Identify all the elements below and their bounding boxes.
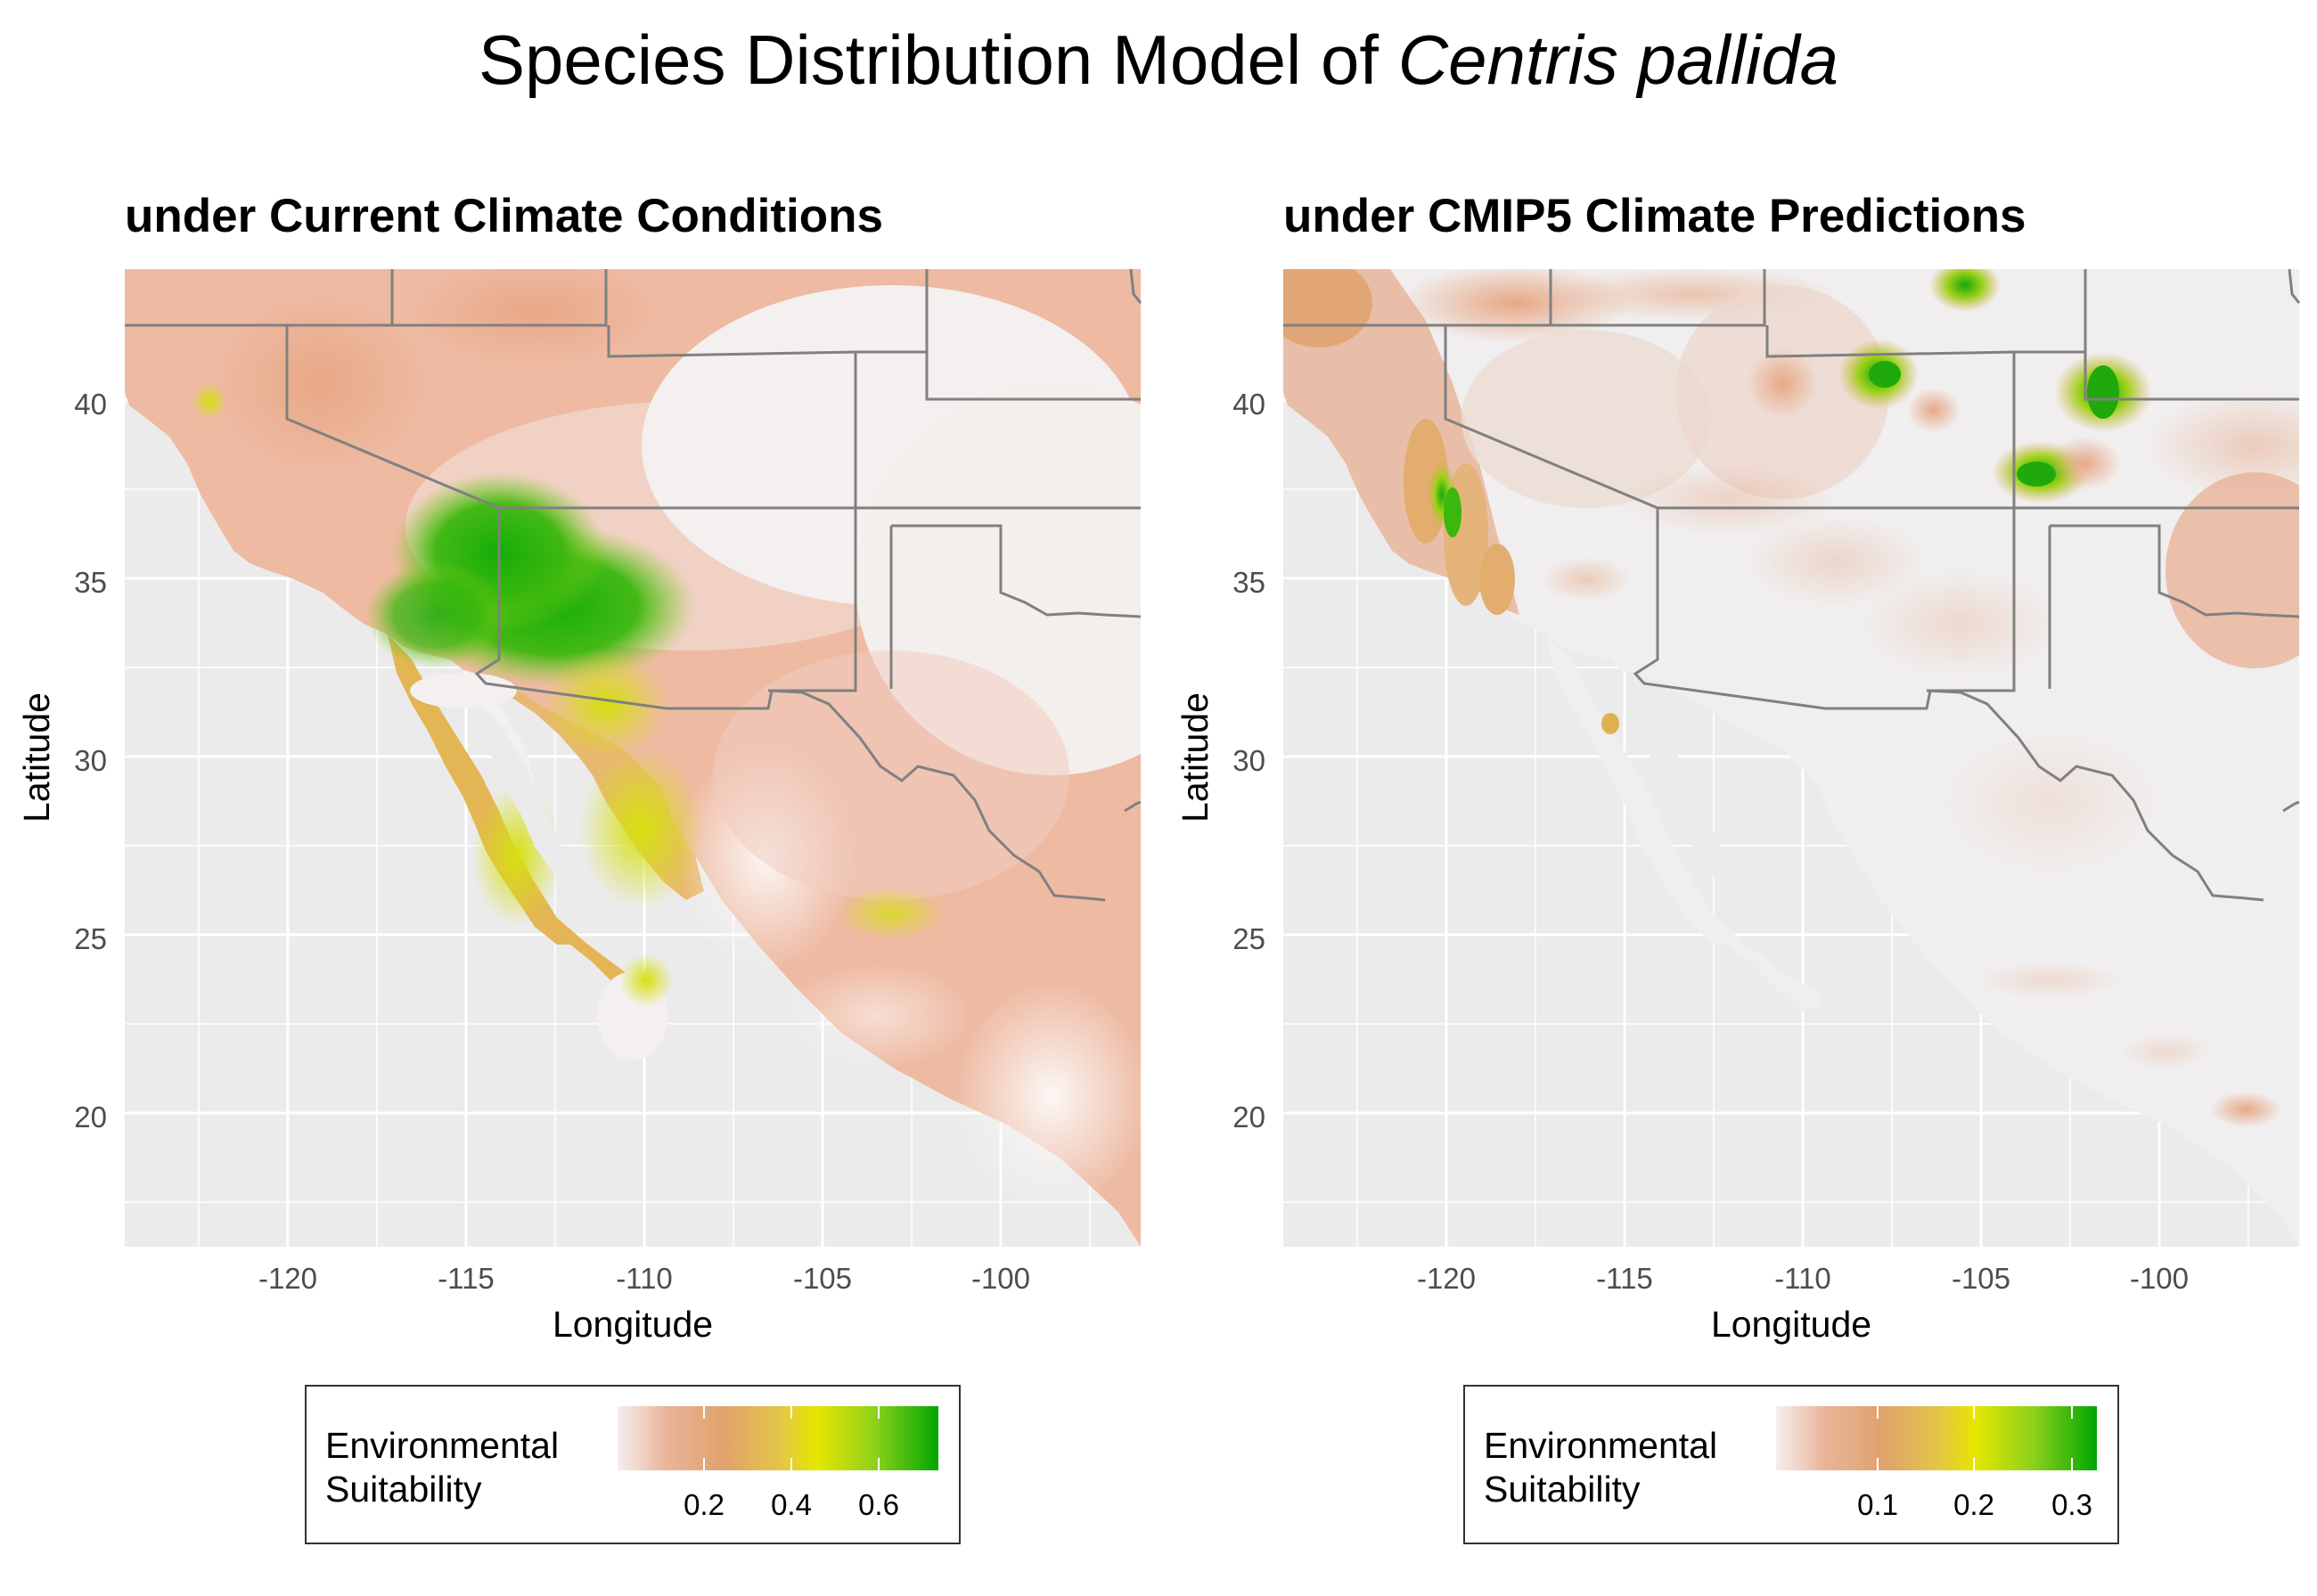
x-axis-label-current: Longitude [553, 1304, 713, 1345]
ocean-gulf-future [1635, 704, 1782, 927]
x-tick-m120-future: -120 [1417, 1262, 1476, 1295]
ocean-gulf-current [477, 704, 624, 927]
x-tick-m100-current: -100 [971, 1262, 1030, 1295]
legend-current-tick-2: 0.4 [771, 1488, 812, 1521]
y-tick-25-future: 25 [1232, 922, 1265, 955]
y-tick-30-current: 30 [74, 744, 107, 777]
x-tick-m105-current: -105 [793, 1262, 852, 1295]
title-prefix: Species Distribution Model of [478, 20, 1398, 99]
legend-future: Environmental Suitability 0.1 0.2 0.3 [1463, 1385, 2119, 1544]
x-tick-m110-current: -110 [616, 1262, 673, 1295]
panel-current-title: under Current Climate Conditions [125, 190, 883, 242]
legend-current-title-line2: Suitability [325, 1469, 482, 1510]
x-tick-m110-future: -110 [1774, 1262, 1831, 1295]
legend-current-colorbar [618, 1406, 938, 1470]
panel-future-title: under CMIP5 Climate Predictions [1283, 190, 2026, 242]
legend-future-colorbar [1776, 1406, 2097, 1470]
land-mainland-future [1283, 269, 2299, 1247]
legend-future-title-line1: Environmental [1484, 1425, 1717, 1466]
y-tick-30-future: 30 [1232, 744, 1265, 777]
figure-title: Species Distribution Model of Centris pa… [0, 20, 2317, 101]
panel-future-borders [1283, 268, 2301, 902]
panel-future-raster [1283, 269, 2299, 1247]
legend-current-tick-3: 0.6 [858, 1488, 899, 1521]
x-tick-m100-future: -100 [2130, 1262, 2189, 1295]
legend-current-title-line1: Environmental [325, 1425, 559, 1466]
land-baja-future [1546, 634, 1822, 1011]
panel-current-raster [125, 269, 1141, 1247]
x-tick-m105-future: -105 [1952, 1262, 2010, 1295]
x-axis-label-future: Longitude [1711, 1304, 1871, 1345]
x-tick-m115-current: -115 [438, 1262, 495, 1295]
panel-current-borders [125, 268, 1142, 902]
land-baja-current [388, 634, 664, 1011]
x-tick-m115-future: -115 [1596, 1262, 1653, 1295]
y-tick-40-future: 40 [1232, 388, 1265, 421]
legend-future-title-line2: Suitability [1484, 1469, 1641, 1510]
legend-current: Environmental Suitability 0.2 0.4 0.6 [305, 1385, 961, 1544]
y-axis-label-future: Latitude [1175, 692, 1216, 823]
x-tick-m120-current: -120 [258, 1262, 317, 1295]
panel-future: 20 25 30 35 40 -120 -115 -110 -105 -100 … [1175, 268, 2301, 1544]
y-axis-label-current: Latitude [16, 692, 57, 823]
legend-future-tick-2: 0.2 [1953, 1488, 1994, 1521]
y-tick-25-current: 25 [74, 922, 107, 955]
y-tick-20-future: 20 [1232, 1101, 1265, 1134]
legend-future-tick-3: 0.3 [2051, 1488, 2092, 1521]
y-tick-20-current: 20 [74, 1101, 107, 1134]
panel-current: 20 25 30 35 40 -120 -115 -110 -105 -100 … [16, 268, 1142, 1544]
y-tick-35-current: 35 [74, 566, 107, 599]
y-tick-35-future: 35 [1232, 566, 1265, 599]
title-species: Centris pallida [1397, 20, 1839, 99]
y-tick-40-current: 40 [74, 388, 107, 421]
legend-current-tick-1: 0.2 [684, 1488, 725, 1521]
legend-future-tick-1: 0.1 [1857, 1488, 1898, 1521]
